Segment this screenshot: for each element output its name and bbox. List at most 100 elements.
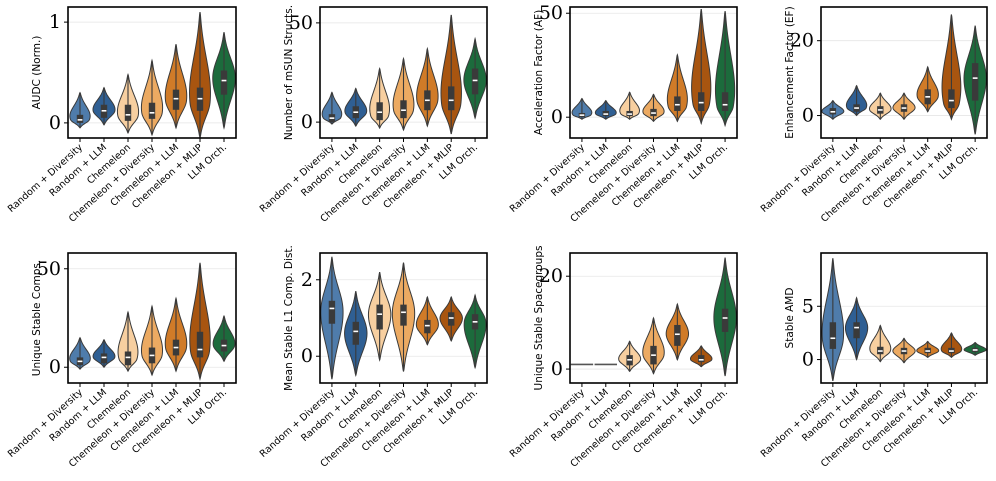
y-tick-label: 0 bbox=[551, 106, 563, 128]
y-tick-label: 5 bbox=[802, 295, 814, 317]
violin-2 bbox=[594, 99, 617, 120]
violin-7 bbox=[463, 293, 487, 370]
violin-3 bbox=[868, 92, 892, 120]
violin-2 bbox=[844, 296, 869, 361]
y-axis-label: Enhancement Factor (EF) bbox=[784, 6, 796, 138]
violin-5 bbox=[916, 65, 939, 113]
y-axis-label: Unique Stable Spacegroups bbox=[533, 246, 545, 391]
violin-5 bbox=[916, 340, 940, 359]
violin-iqr-box bbox=[328, 300, 336, 324]
violin-iqr-box bbox=[76, 114, 84, 123]
violin-iqr-box bbox=[698, 92, 705, 111]
violin-iqr-box bbox=[124, 104, 132, 121]
y-tick-label: 0 bbox=[49, 356, 61, 378]
violin-iqr-box bbox=[376, 304, 383, 330]
violin-3 bbox=[869, 324, 892, 363]
violin-1 bbox=[69, 336, 91, 370]
violin-iqr-box bbox=[674, 324, 681, 346]
violin-4 bbox=[140, 304, 164, 377]
y-tick-label: 2 bbox=[301, 269, 313, 291]
violin-7 bbox=[714, 11, 736, 128]
violin-2 bbox=[344, 291, 368, 378]
y-tick-label: 20 bbox=[790, 30, 814, 52]
violin-iqr-box bbox=[400, 304, 407, 326]
violin-2 bbox=[845, 84, 868, 117]
violin-7 bbox=[713, 257, 737, 377]
violin-3 bbox=[367, 272, 392, 362]
y-tick-label: 50 bbox=[539, 2, 563, 24]
violin-iqr-box bbox=[471, 68, 479, 95]
violin-iqr-box bbox=[698, 355, 705, 363]
violin-6 bbox=[941, 14, 962, 121]
y-tick-label: 20 bbox=[539, 265, 563, 287]
violin-4 bbox=[892, 92, 916, 121]
y-axis-label: Number of mSUN Structs. bbox=[283, 5, 295, 140]
violin-3 bbox=[618, 340, 642, 373]
y-axis-label: AUDC (Norm.) bbox=[31, 36, 43, 110]
violin-iqr-box bbox=[196, 331, 204, 358]
y-tick-label: 0 bbox=[49, 112, 61, 134]
violin-5 bbox=[666, 53, 688, 123]
axes-frame bbox=[820, 252, 988, 384]
violin-7 bbox=[963, 341, 987, 356]
violin-iqr-box bbox=[448, 86, 455, 111]
violin-6 bbox=[940, 332, 963, 359]
y-tick-label: 0 bbox=[301, 345, 313, 367]
violin-4 bbox=[642, 316, 665, 375]
violin-5 bbox=[164, 44, 188, 130]
violin-4 bbox=[642, 93, 665, 123]
violin-iqr-box bbox=[424, 319, 431, 334]
y-axis-label: Stable AMD bbox=[784, 288, 796, 349]
violin-1 bbox=[571, 97, 593, 120]
violin-5 bbox=[415, 295, 439, 346]
violin-iqr-box bbox=[400, 100, 407, 119]
y-axis-label: Unique Stable Comps. bbox=[31, 260, 43, 376]
violin-4 bbox=[892, 337, 916, 364]
violin-1 bbox=[321, 91, 343, 125]
violin-iqr-box bbox=[172, 89, 180, 110]
violin-5 bbox=[164, 296, 188, 373]
violin-2 bbox=[92, 338, 116, 368]
violin-1 bbox=[69, 91, 91, 129]
violin-iqr-box bbox=[352, 321, 359, 345]
y-tick-label: 0 bbox=[551, 358, 563, 380]
violin-2 bbox=[92, 86, 116, 126]
violin-iqr-box bbox=[674, 96, 681, 111]
violin-4 bbox=[392, 56, 415, 132]
violin-3 bbox=[117, 310, 139, 373]
violin-7 bbox=[212, 314, 236, 363]
violin-iqr-box bbox=[220, 70, 228, 95]
violin-iqr-box bbox=[124, 351, 132, 366]
y-tick-label: 0 bbox=[802, 105, 814, 127]
violin-2 bbox=[344, 87, 368, 127]
violin-iqr-box bbox=[148, 102, 156, 119]
violin-iqr-box bbox=[853, 322, 860, 339]
violin-iqr-box bbox=[376, 102, 383, 121]
violin-6 bbox=[440, 14, 462, 135]
y-tick-label: 0 bbox=[301, 111, 313, 133]
violin-1 bbox=[821, 99, 845, 120]
violin-7 bbox=[463, 36, 487, 120]
violin-iqr-box bbox=[100, 353, 108, 364]
y-tick-label: 50 bbox=[289, 12, 313, 34]
violin-1 bbox=[821, 258, 845, 381]
violin-6 bbox=[439, 295, 463, 342]
y-tick-label: 50 bbox=[37, 258, 61, 280]
violin-4 bbox=[391, 262, 416, 372]
violin-4 bbox=[140, 58, 164, 137]
violin-1 bbox=[320, 256, 344, 380]
y-tick-label: 0 bbox=[802, 349, 814, 371]
violin-3 bbox=[619, 91, 640, 120]
violin-6 bbox=[189, 11, 211, 139]
y-tick-label: 1 bbox=[49, 11, 61, 33]
violin-iqr-box bbox=[829, 322, 837, 349]
violin-6 bbox=[189, 262, 211, 382]
